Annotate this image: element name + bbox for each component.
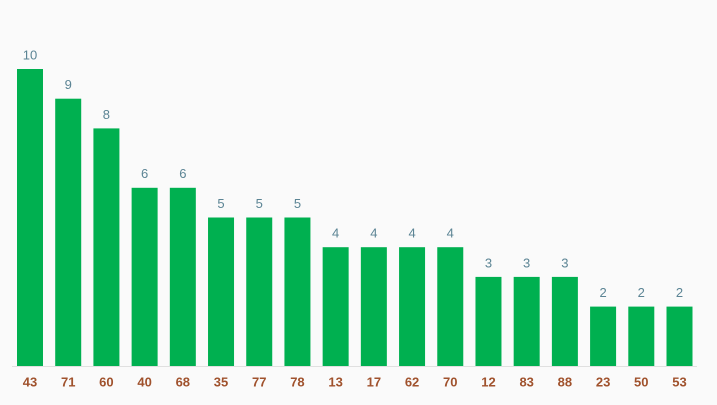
x-tick-label: 13 — [328, 374, 342, 389]
bar — [55, 98, 82, 366]
value-label: 4 — [447, 226, 454, 241]
bar — [666, 306, 693, 366]
bar — [628, 306, 655, 366]
value-label: 6 — [141, 166, 148, 181]
value-label: 5 — [217, 196, 224, 211]
bar — [246, 217, 273, 366]
bar — [590, 306, 617, 366]
bar — [17, 69, 43, 366]
value-label: 9 — [65, 77, 72, 92]
x-tick-label: 88 — [558, 374, 572, 389]
bar — [475, 276, 502, 366]
value-label: 10 — [23, 47, 37, 62]
value-label: 4 — [408, 226, 415, 241]
value-label: 5 — [294, 196, 301, 211]
bar — [360, 247, 387, 366]
value-label: 5 — [256, 196, 263, 211]
bar — [551, 276, 578, 366]
value-label: 8 — [103, 107, 110, 122]
x-tick-label: 60 — [99, 374, 113, 389]
x-tick-label: 50 — [634, 374, 648, 389]
x-tick-label: 17 — [367, 374, 381, 389]
bar — [131, 187, 158, 366]
x-tick-label: 12 — [481, 374, 495, 389]
x-tick-label: 43 — [23, 374, 37, 389]
x-tick-label: 62 — [405, 374, 419, 389]
x-tick-label: 71 — [61, 374, 75, 389]
value-label: 4 — [370, 226, 377, 241]
x-tick-label: 70 — [443, 374, 457, 389]
value-label: 4 — [332, 226, 339, 241]
value-label: 3 — [485, 255, 492, 270]
value-label: 6 — [179, 166, 186, 181]
x-tick-label: 83 — [519, 374, 533, 389]
bar — [399, 247, 426, 366]
x-tick-label: 78 — [290, 374, 304, 389]
bar — [322, 247, 349, 366]
x-tick-label: 53 — [672, 374, 686, 389]
bar — [93, 128, 120, 366]
x-tick-label: 77 — [252, 374, 266, 389]
bar — [284, 217, 311, 366]
value-label: 2 — [599, 285, 606, 300]
x-tick-label: 68 — [176, 374, 190, 389]
value-label: 2 — [638, 285, 645, 300]
value-label: 3 — [561, 255, 568, 270]
value-label: 2 — [676, 285, 683, 300]
x-tick-label: 23 — [596, 374, 610, 389]
value-label: 3 — [523, 255, 530, 270]
x-tick-label: 40 — [137, 374, 151, 389]
bar — [513, 276, 540, 366]
bar — [437, 247, 464, 366]
bar — [169, 187, 196, 366]
x-tick-label: 35 — [214, 374, 228, 389]
bar — [208, 217, 235, 366]
